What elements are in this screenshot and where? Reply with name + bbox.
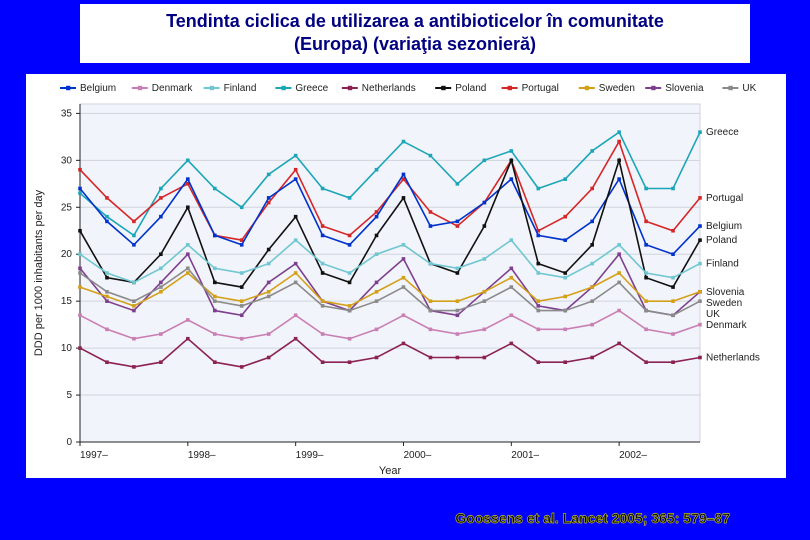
title-box: Tendinta ciclica de utilizarea a antibio…	[80, 4, 750, 63]
legend-item: Belgium	[80, 83, 116, 94]
legend-item: Finland	[224, 83, 257, 94]
svg-text:2001–: 2001–	[511, 450, 539, 461]
legend-item: Netherlands	[362, 83, 416, 94]
slide: Tendinta ciclica de utilizarea a antibio…	[0, 0, 810, 540]
legend-item: Sweden	[599, 83, 635, 94]
svg-text:1997–: 1997–	[80, 450, 108, 461]
svg-text:10: 10	[61, 343, 73, 354]
legend-item: Poland	[455, 83, 486, 94]
legend-item: Denmark	[152, 83, 194, 94]
title-line1: Tendinta ciclica de utilizarea a antibio…	[90, 10, 740, 33]
legend-item: UK	[742, 83, 756, 94]
chart-panel: 0 5 10 15 20 25 30 35 1997– 1998– 1999– 2000– 2001– 2…	[26, 74, 786, 478]
citation: Goossens et al. Lancet 2005; 365: 579–87	[455, 510, 730, 526]
end-label: Netherlands	[706, 353, 760, 364]
title-line2: (Europa) (variaţia sezonieră)	[90, 33, 740, 56]
svg-text:1999–: 1999–	[296, 450, 324, 461]
line-chart: 0 5 10 15 20 25 30 35 1997– 1998– 1999– 2000– 2001– 2…	[26, 74, 786, 478]
svg-text:25: 25	[61, 202, 73, 213]
svg-text:5: 5	[66, 390, 72, 401]
end-label: Greece	[706, 127, 739, 138]
svg-text:35: 35	[61, 108, 73, 119]
svg-text:30: 30	[61, 155, 73, 166]
end-label: Belgium	[706, 221, 742, 232]
end-label: Poland	[706, 235, 737, 246]
svg-text:DDD per 1000 inhabitants per d: DDD per 1000 inhabitants per day	[33, 189, 45, 356]
svg-text:0: 0	[66, 437, 72, 448]
svg-text:20: 20	[61, 249, 73, 260]
legend-item: Portugal	[522, 83, 559, 94]
end-label: Slovenia	[706, 287, 745, 298]
svg-text:Year: Year	[379, 465, 402, 477]
end-label: Denmark	[706, 320, 748, 331]
svg-text:2000–: 2000–	[403, 450, 431, 461]
svg-text:15: 15	[61, 296, 73, 307]
end-label: Finland	[706, 259, 739, 270]
end-label: UK	[706, 309, 720, 320]
legend-item: Greece	[295, 83, 328, 94]
end-label: Sweden	[706, 298, 742, 309]
legend-item: Slovenia	[665, 83, 704, 94]
end-label: Portugal	[706, 193, 743, 204]
svg-text:2002–: 2002–	[619, 450, 647, 461]
svg-text:1998–: 1998–	[188, 450, 216, 461]
